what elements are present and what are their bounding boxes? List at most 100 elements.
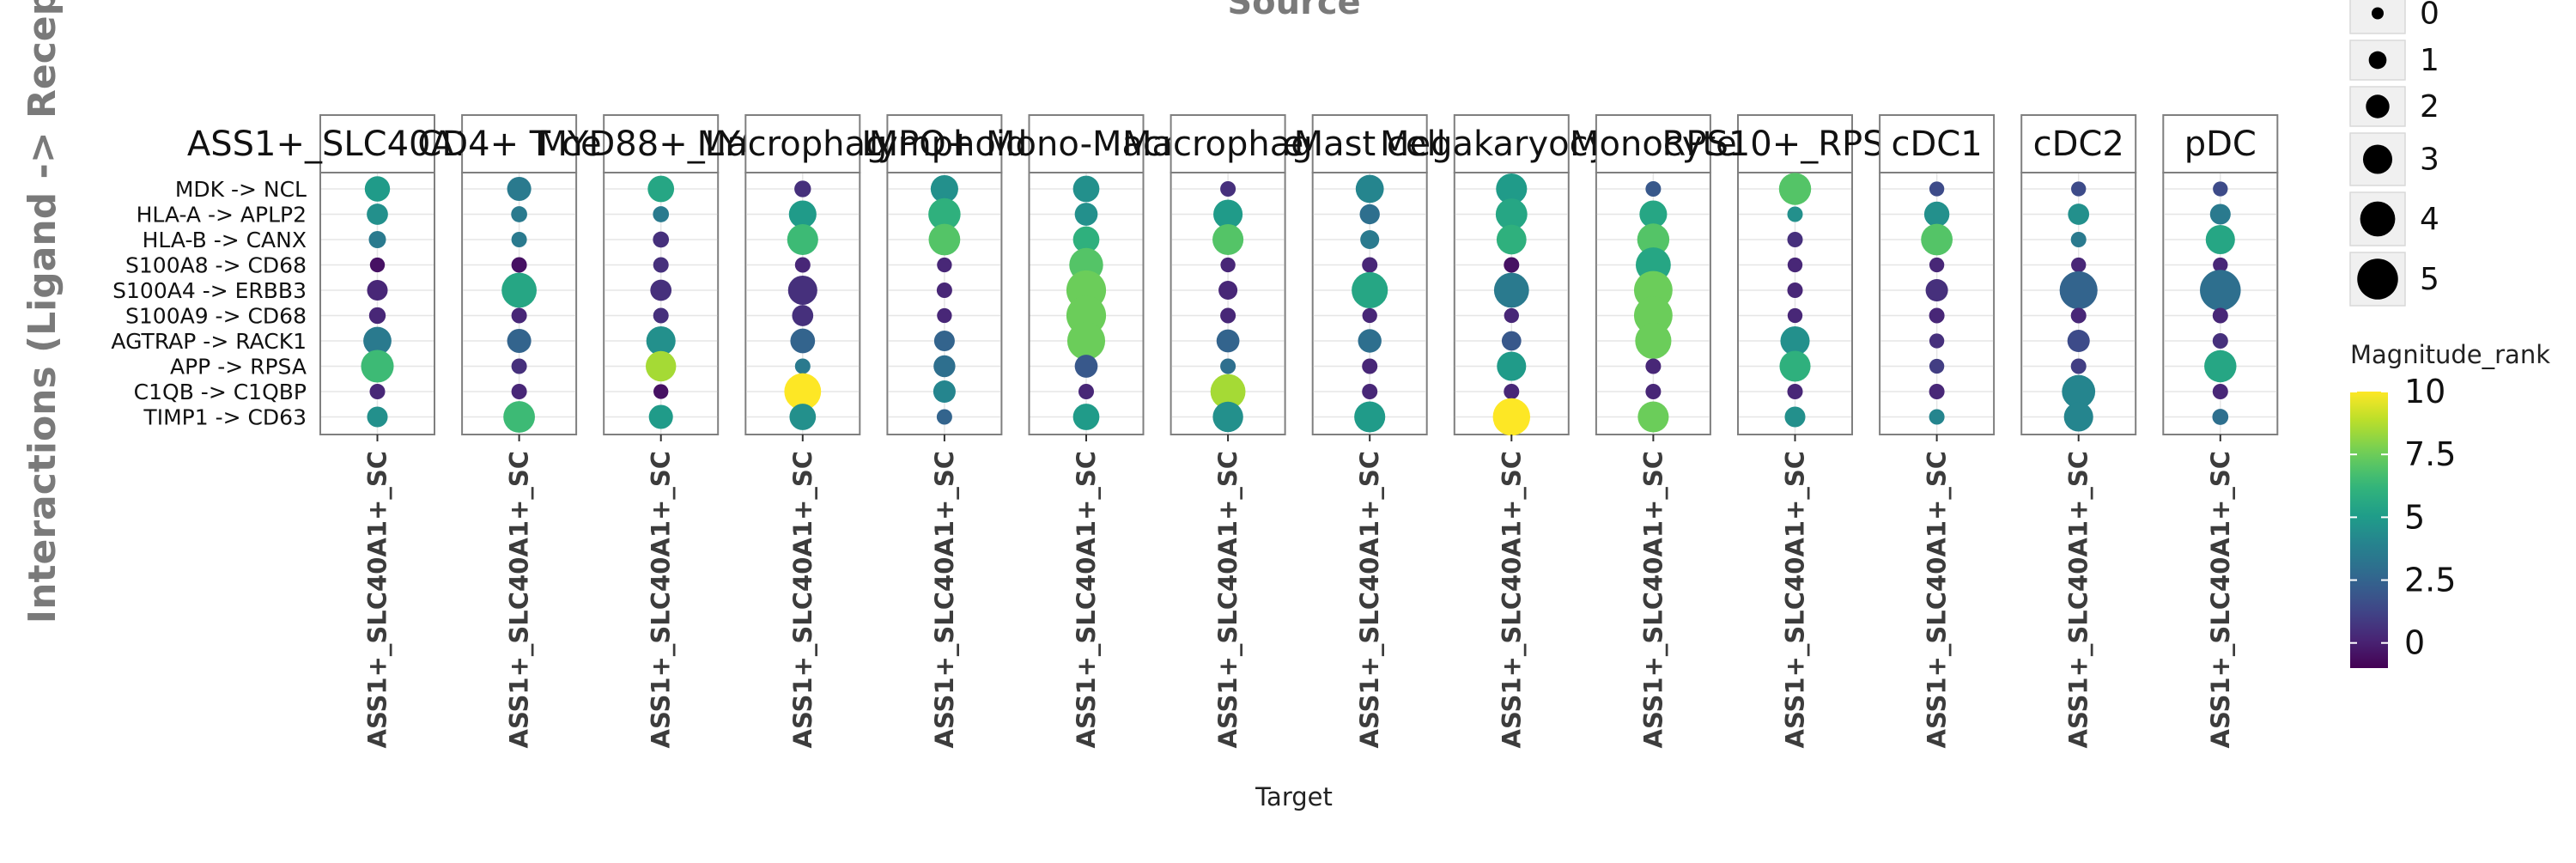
size-legend-dot xyxy=(2368,51,2387,70)
x-tick-label: ASS1+_SLC40A1+_SC xyxy=(2064,451,2093,749)
x-tick-label: ASS1+_SLC40A1+_SC xyxy=(1923,451,1952,749)
data-point xyxy=(361,349,394,383)
data-point xyxy=(1360,229,1380,250)
data-point xyxy=(653,307,669,324)
data-point xyxy=(2070,231,2087,248)
data-point xyxy=(2212,332,2228,349)
data-point xyxy=(1362,307,1377,324)
data-point xyxy=(1210,374,1246,410)
data-point xyxy=(2071,257,2087,273)
data-point xyxy=(2212,307,2228,324)
data-point xyxy=(1929,409,1945,425)
data-point xyxy=(1354,401,1386,433)
data-point xyxy=(2205,224,2235,255)
y-tick-label: S100A4 -> ERBB3 xyxy=(112,278,307,303)
data-point xyxy=(2062,374,2096,409)
facet-label: pDC xyxy=(2184,125,2257,164)
facet-panel: cDC2 ASS1+_SLC40A1+_SC xyxy=(2020,114,2137,749)
data-point xyxy=(933,355,956,378)
data-point xyxy=(1220,358,1236,374)
data-point xyxy=(1504,257,1520,273)
data-point xyxy=(1778,173,1812,205)
data-point xyxy=(1072,175,1100,203)
data-point xyxy=(1787,307,1803,324)
data-point xyxy=(1355,174,1384,204)
data-point xyxy=(1220,257,1236,273)
x-tick-label: ASS1+_SLC40A1+_SC xyxy=(1355,451,1384,749)
data-point xyxy=(2200,270,2241,311)
data-point xyxy=(2213,181,2228,197)
data-point xyxy=(1929,383,1945,400)
data-point xyxy=(511,358,527,374)
data-point xyxy=(1078,383,1095,400)
facet-label: cDC2 xyxy=(2033,125,2124,164)
data-point xyxy=(1637,401,1669,433)
facet-panel: pDC ASS1+_SLC40A1+_SC xyxy=(2162,114,2279,749)
facet-label: Monocyte xyxy=(1570,125,1737,164)
data-point xyxy=(2063,402,2093,432)
data-point xyxy=(936,409,952,425)
data-point xyxy=(928,223,961,256)
data-point xyxy=(368,230,386,249)
data-point xyxy=(1929,358,1945,374)
data-point xyxy=(1066,321,1106,361)
data-point xyxy=(1633,296,1673,335)
y-tick-label: AGTRAP -> RACK1 xyxy=(111,329,307,354)
facet-strip xyxy=(1170,114,1286,173)
size-legend-dot xyxy=(2360,201,2396,237)
y-tick-label: TIMP1 -> CD63 xyxy=(143,405,307,430)
size-legend-label: 0 xyxy=(2420,0,2439,32)
data-point xyxy=(1493,272,1529,308)
data-point xyxy=(364,176,391,202)
data-point xyxy=(367,204,388,225)
data-point xyxy=(511,307,527,324)
data-point xyxy=(1362,257,1378,273)
data-point xyxy=(1784,406,1806,428)
x-tick-label: ASS1+_SLC40A1+_SC xyxy=(1638,451,1668,749)
data-point xyxy=(1645,180,1662,198)
x-tick-label: ASS1+_SLC40A1+_SC xyxy=(505,451,534,749)
facet-panel: Monocyte ASS1+_SLC40A1+_SC xyxy=(1570,114,1737,749)
size-legend: 0 1 2 3 4 5 xyxy=(2349,0,2439,307)
data-point xyxy=(1074,203,1098,226)
data-point xyxy=(1216,329,1240,353)
x-tick-label: ASS1+_SLC40A1+_SC xyxy=(1072,451,1101,749)
colorbar-label: 7.5 xyxy=(2404,435,2456,473)
data-point xyxy=(1787,282,1803,299)
facet-panel: Lymphoid ASS1+_SLC40A1+_SC xyxy=(861,114,1027,749)
y-tick-label: C1QB -> C1QBP xyxy=(134,380,307,404)
data-point xyxy=(2204,349,2237,383)
colorbar-label: 5 xyxy=(2404,498,2425,536)
data-point xyxy=(1780,325,1810,356)
y-axis-title: Interactions (Ligand -> Receptor) xyxy=(21,0,64,623)
facet-label: CD4+ T cell xyxy=(417,125,620,164)
data-point xyxy=(930,174,958,204)
data-point xyxy=(1929,333,1945,349)
size-legend-dot xyxy=(2366,94,2390,119)
data-point xyxy=(1072,226,1100,253)
data-point xyxy=(2070,307,2087,324)
data-point xyxy=(928,198,961,231)
data-point xyxy=(1362,358,1378,374)
data-point xyxy=(1787,257,1803,273)
facet-strip xyxy=(603,114,720,173)
data-point xyxy=(1212,223,1244,256)
data-point xyxy=(367,279,388,301)
data-point xyxy=(937,307,952,324)
data-point xyxy=(511,257,527,273)
y-tick-label: HLA-B -> CANX xyxy=(143,228,307,252)
y-tick-label: MDK -> NCL xyxy=(175,177,307,202)
data-point xyxy=(1925,278,1948,302)
size-legend-dot xyxy=(2362,144,2393,174)
data-point xyxy=(1787,383,1803,400)
data-point xyxy=(1213,199,1243,229)
facet-label: Lymphoid xyxy=(861,125,1027,164)
x-tick-label: ASS1+_SLC40A1+_SC xyxy=(1497,451,1526,749)
facet-label: MYD88+_LY6E xyxy=(538,125,784,164)
facet-panel: CD4+ T cell ASS1+_SLC40A1+_SC xyxy=(417,114,621,749)
data-point xyxy=(1787,231,1803,248)
y-tick-label: APP -> RPSA xyxy=(170,355,307,380)
